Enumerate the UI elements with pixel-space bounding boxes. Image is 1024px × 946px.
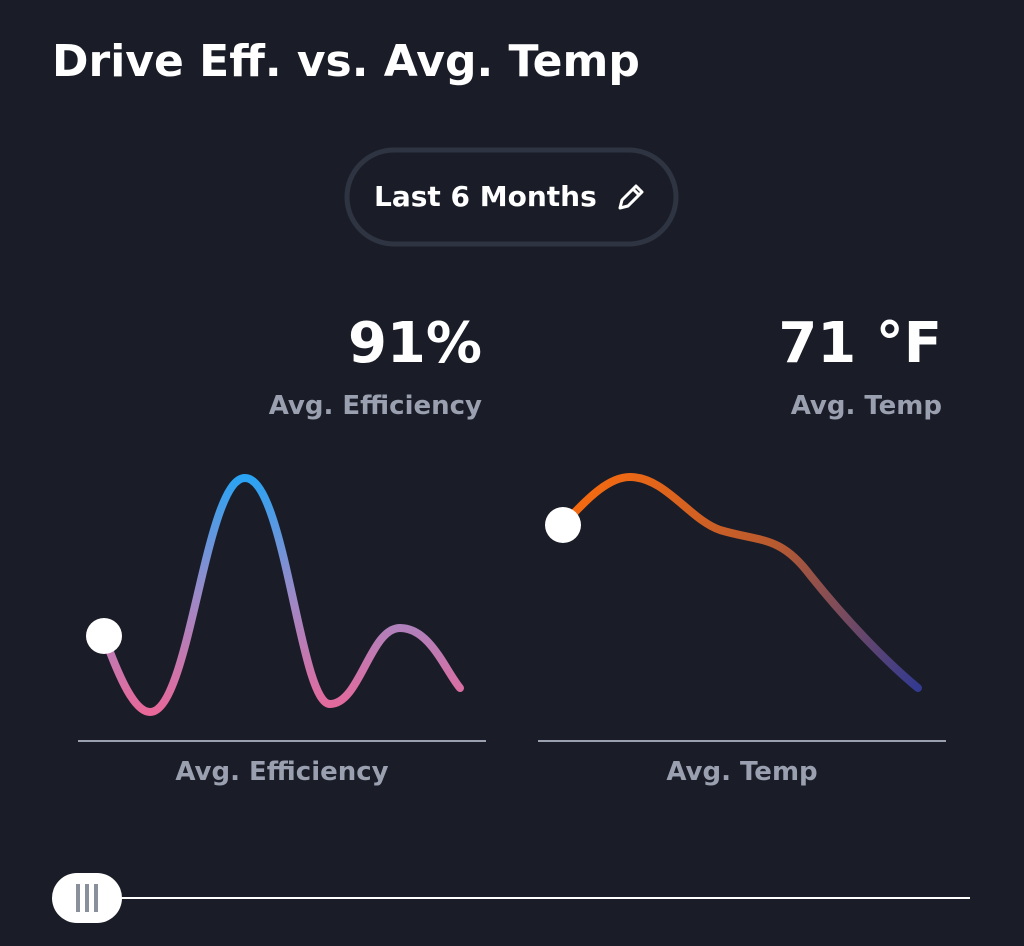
stat-value: 71 °F bbox=[778, 311, 942, 376]
chart-label: Avg. Efficiency bbox=[175, 757, 388, 787]
efficiency-curve bbox=[100, 473, 464, 717]
curve-marker bbox=[86, 618, 122, 654]
curve-marker bbox=[545, 507, 581, 543]
temp-curve bbox=[559, 472, 922, 692]
time-slider[interactable] bbox=[52, 873, 970, 923]
page-title: Drive Eff. vs. Avg. Temp bbox=[52, 36, 640, 87]
stat-label: Avg. Efficiency bbox=[269, 391, 482, 421]
stat-label: Avg. Temp bbox=[791, 391, 942, 421]
filter-button[interactable]: Last 6 Months bbox=[344, 147, 679, 247]
edit-icon[interactable] bbox=[618, 184, 644, 210]
stat-value: 91% bbox=[348, 311, 482, 376]
filter-pill[interactable] bbox=[344, 147, 679, 247]
filter-label[interactable]: Last 6 Months bbox=[374, 180, 597, 213]
chart-label: Avg. Temp bbox=[666, 757, 817, 787]
